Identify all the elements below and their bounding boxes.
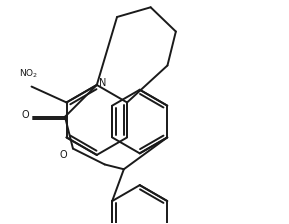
Text: O: O <box>21 110 29 120</box>
Text: O: O <box>60 150 67 160</box>
Text: NO$_2$: NO$_2$ <box>19 68 38 80</box>
Text: N: N <box>99 78 107 88</box>
